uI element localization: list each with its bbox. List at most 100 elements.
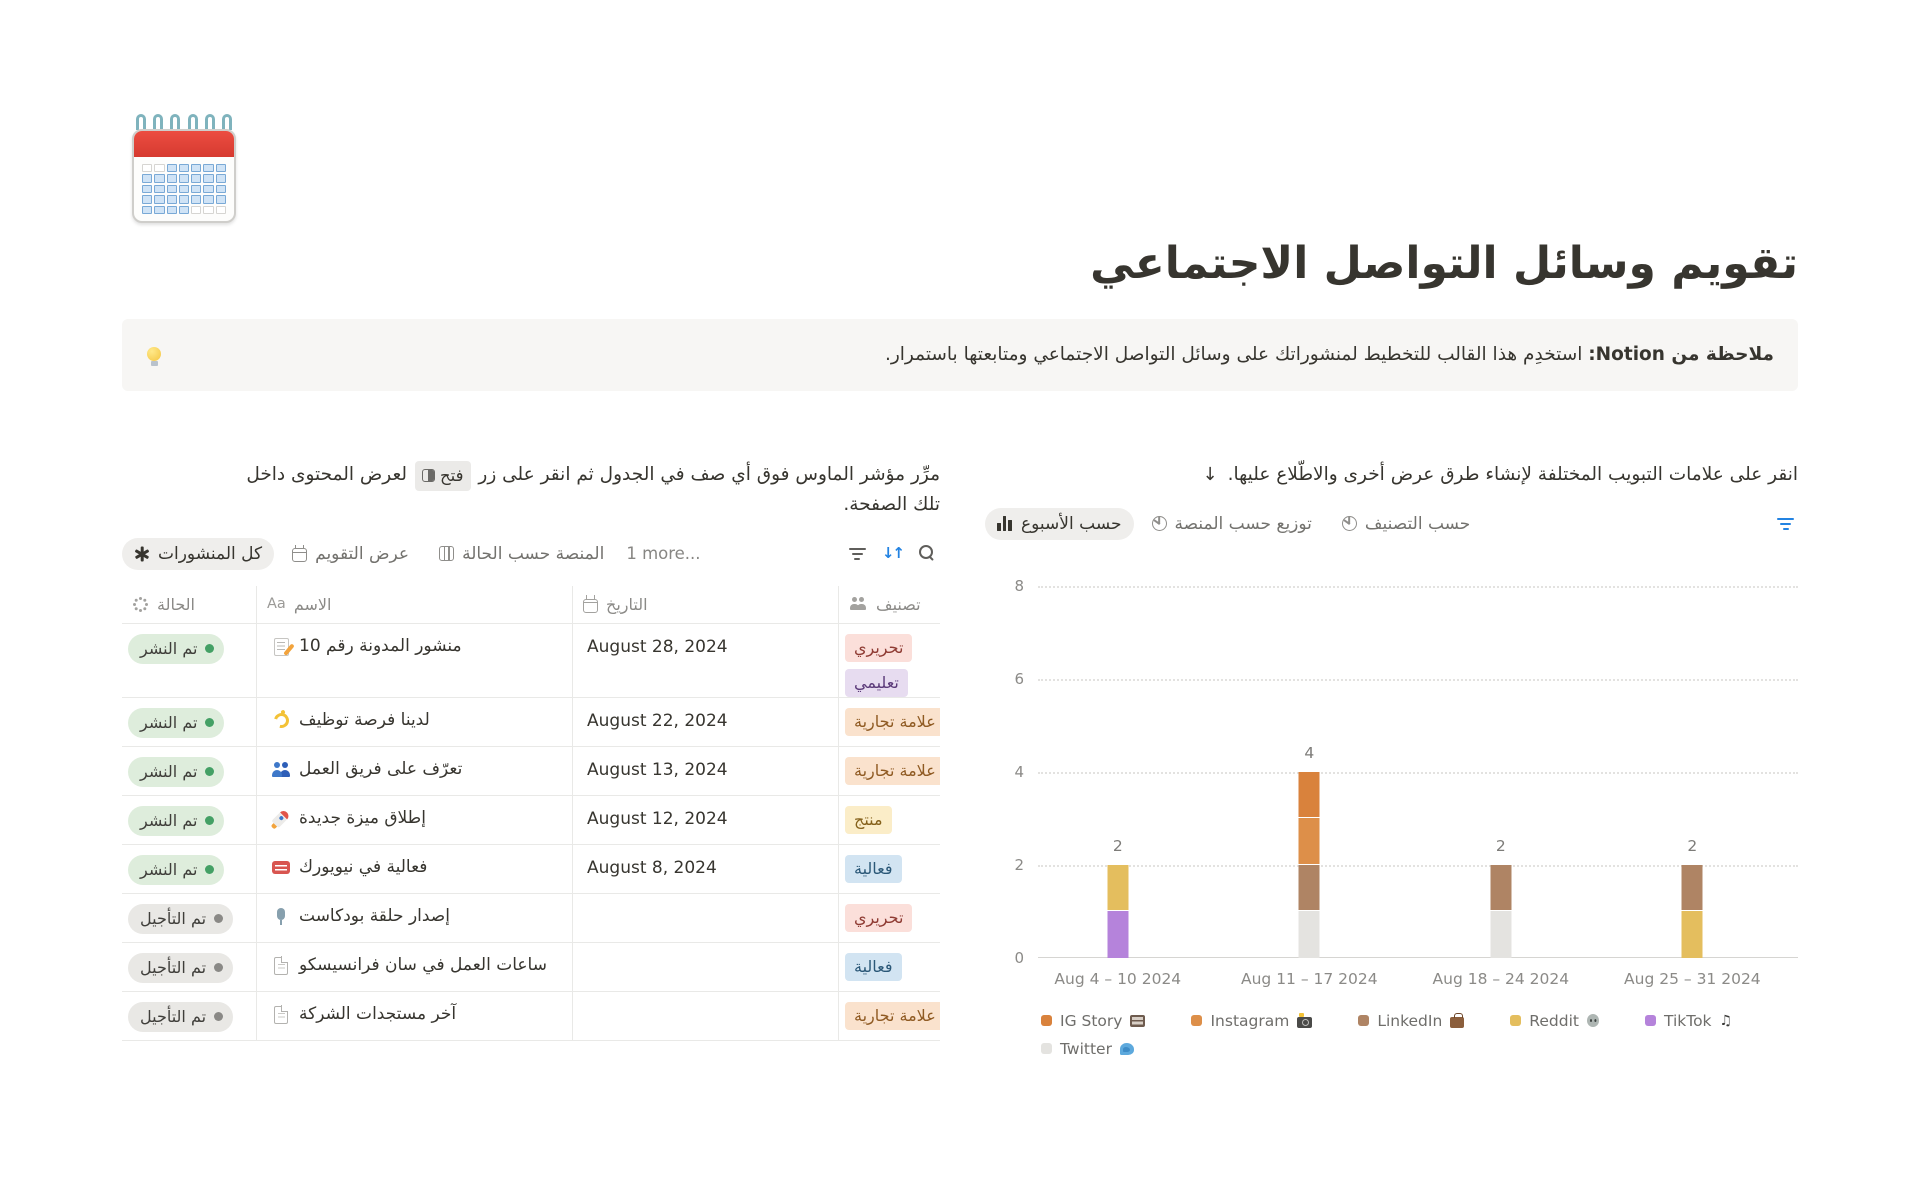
more-views-button[interactable]: 1 more... bbox=[626, 544, 701, 564]
post-name: منشور المدونة رقم 10 bbox=[299, 635, 462, 656]
tags-cell: منتج bbox=[838, 795, 940, 844]
tab-by-category[interactable]: حسب التصنيف bbox=[1330, 508, 1482, 540]
rocket-icon bbox=[271, 809, 291, 829]
table-row[interactable]: تم التأجيل إصدار حلقة بودكاست تحريري bbox=[122, 893, 940, 943]
camera-flash-icon bbox=[1297, 1013, 1313, 1028]
tag-pill: تحريري bbox=[845, 903, 913, 932]
tags-cell: تحريري تعليمي bbox=[838, 623, 940, 697]
legend-label: Reddit bbox=[1529, 1011, 1579, 1030]
tab-by-platform[interactable]: توزيع حسب المنصة bbox=[1140, 508, 1324, 540]
stacked-bar[interactable] bbox=[1490, 864, 1512, 958]
chart-view-tabbar: حسب الأسبوع توزيع حسب المنصة حسب التصنيف bbox=[985, 504, 1798, 544]
tag-pill: علامة تجارية bbox=[845, 756, 940, 785]
status-label: تم التأجيل bbox=[140, 909, 207, 929]
calendar-red-band bbox=[134, 131, 234, 157]
bar-segment-reddit bbox=[1107, 864, 1129, 912]
tab-all-posts[interactable]: كل المنشورات bbox=[122, 537, 275, 570]
bar-segment-reddit bbox=[1681, 911, 1703, 958]
column-header-1[interactable]: Aa الاسم bbox=[256, 585, 572, 623]
post-name: فعالية في نيويورك bbox=[299, 856, 428, 877]
status-dot bbox=[205, 816, 215, 826]
status-dot bbox=[205, 644, 215, 654]
page-calendar-emoji-icon[interactable] bbox=[128, 114, 240, 223]
filter-icon[interactable] bbox=[848, 546, 866, 561]
legend-item-twitter[interactable]: Twitter bbox=[1041, 1040, 1134, 1058]
table-row[interactable]: تم التأجيل ساعات العمل في سان فرانسيسكو فع… bbox=[122, 942, 940, 992]
open-button[interactable]: فتح bbox=[414, 460, 471, 491]
bar-segment-twitter bbox=[1490, 911, 1512, 958]
date-cell: August 22, 2024 bbox=[572, 697, 838, 746]
post-name: ساعات العمل في سان فرانسيسكو bbox=[299, 954, 547, 975]
stacked-bar[interactable] bbox=[1107, 864, 1129, 958]
y-tick-label: 6 bbox=[1014, 669, 1024, 688]
legend-item-ig-story[interactable]: IG Story bbox=[1041, 1012, 1146, 1030]
post-name: لدينا فرصة توظيف bbox=[299, 709, 430, 730]
tab-label: توزيع حسب المنصة bbox=[1174, 513, 1312, 534]
status-badge: تم النشر bbox=[128, 707, 225, 738]
column-header-0[interactable]: الحالة bbox=[122, 586, 256, 623]
table-row[interactable]: تم النشر منشور المدونة رقم 10 August 28, 2… bbox=[122, 623, 940, 698]
tab-label: المنصة حسب الحالة bbox=[462, 543, 605, 564]
microphone-icon bbox=[277, 907, 285, 925]
legend-item-instagram[interactable]: Instagram bbox=[1191, 1012, 1313, 1030]
table-toolbar: ↓↑ bbox=[848, 544, 940, 563]
legend-item-reddit[interactable]: Reddit bbox=[1510, 1012, 1599, 1030]
page-title: تقويم وسائل التواصل الاجتماعي bbox=[1090, 238, 1798, 289]
tags-cell: علامة تجارية bbox=[838, 991, 940, 1040]
status-badge: تم النشر bbox=[128, 805, 225, 836]
status-cell: تم النشر bbox=[122, 698, 256, 746]
status-cell: تم النشر bbox=[122, 747, 256, 795]
stacked-bar[interactable] bbox=[1681, 864, 1703, 958]
date-cell: August 13, 2024 bbox=[572, 746, 838, 795]
side-peek-icon bbox=[421, 468, 435, 482]
table-row[interactable]: تم التأجيل آخر مستجدات الشركة علامة تجارية bbox=[122, 991, 940, 1041]
column-header-3[interactable]: تصنيف bbox=[838, 585, 940, 623]
legend-item-linkedin[interactable]: LinkedIn bbox=[1358, 1011, 1465, 1030]
table-section: مرِّر مؤشر الماوس فوق أي صف في الجدول ثم… bbox=[122, 460, 940, 1041]
table-row[interactable]: تم النشر لدينا فرصة توظيف August 22, 2024 ع… bbox=[122, 697, 940, 747]
name-cell: إطلاق ميزة جديدة bbox=[256, 795, 572, 844]
table-row[interactable]: تم النشر إطلاق ميزة جديدة August 12, 2024 م… bbox=[122, 795, 940, 845]
sort-icon[interactable]: ↓↑ bbox=[881, 544, 905, 563]
gridline-2 bbox=[1038, 864, 1798, 867]
filter-icon[interactable] bbox=[1777, 516, 1794, 531]
ticket-icon bbox=[270, 857, 292, 879]
search-icon[interactable] bbox=[919, 545, 936, 562]
music-note-icon: ♫ bbox=[1719, 1012, 1733, 1029]
page-icon bbox=[274, 956, 289, 975]
calendar-spiral-rings bbox=[136, 114, 232, 132]
bar-segment-tiktok bbox=[1107, 911, 1129, 958]
calendar-view-icon bbox=[292, 544, 308, 563]
tags-cell: فعالية bbox=[838, 942, 940, 991]
x-category-label: Aug 4 – 10 2024 bbox=[1054, 969, 1182, 988]
column-header-label: الحالة bbox=[157, 594, 195, 614]
status-badge: تم النشر bbox=[128, 756, 225, 787]
callout-text: ملاحظة من Notion: استخدِم هذا القالب للت… bbox=[884, 344, 1774, 366]
status-dot bbox=[214, 914, 224, 924]
people-blue-icon bbox=[270, 759, 292, 781]
status-cell: تم التأجيل bbox=[122, 894, 256, 942]
status-badge: تم التأجيل bbox=[128, 1001, 234, 1032]
tags-cell: تحريري bbox=[838, 893, 940, 942]
tab-label: حسب التصنيف bbox=[1364, 513, 1471, 534]
tab-by-week[interactable]: حسب الأسبوع bbox=[985, 507, 1134, 540]
lightbulb-icon bbox=[146, 346, 162, 366]
tab-platform-by-status[interactable]: المنصة حسب الحالة bbox=[427, 538, 616, 570]
chart-instruction: ↓ انقر على علامات التبويب المختلفة لإنشا… bbox=[985, 461, 1798, 488]
date-cell bbox=[572, 942, 838, 991]
status-label: تم النشر bbox=[140, 811, 198, 831]
post-name: تعرّف على فريق العمل bbox=[299, 758, 463, 779]
table-row[interactable]: تم النشر فعالية في نيويورك August 8, 2024 ف… bbox=[122, 844, 940, 894]
legend-label: Twitter bbox=[1060, 1039, 1112, 1058]
column-header-label: الاسم bbox=[293, 594, 332, 614]
legend-item-tiktok[interactable]: TikTok ♫ bbox=[1644, 1012, 1733, 1030]
posts-table: الحالة Aa الاسم التاريخ تصنيف تم النشر منشور … bbox=[122, 585, 940, 1041]
tab-calendar-view[interactable]: عرض التقويم bbox=[280, 538, 421, 570]
table-view-tabbar: كل المنشورات عرض التقويم المنصة حسب الحالة… bbox=[122, 534, 940, 574]
column-header-2[interactable]: التاريخ bbox=[572, 585, 838, 623]
legend-label: LinkedIn bbox=[1377, 1011, 1443, 1030]
table-row[interactable]: تم النشر تعرّف على فريق العمل August 13, 2… bbox=[122, 746, 940, 796]
stacked-bar[interactable] bbox=[1298, 771, 1320, 958]
date-cell: August 28, 2024 bbox=[572, 623, 838, 697]
tags-cell: علامة تجارية bbox=[838, 697, 940, 746]
